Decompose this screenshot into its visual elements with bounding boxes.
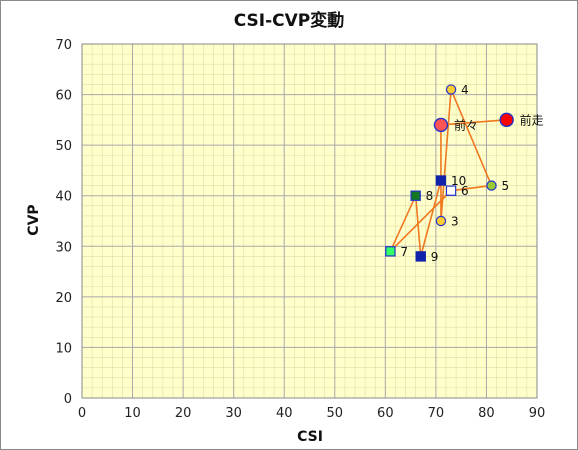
chart-title: CSI-CVP変動: [234, 10, 345, 31]
plot-area: [82, 44, 537, 398]
point-label: 3: [451, 215, 459, 229]
marker-前走: [499, 112, 514, 128]
y-tick-label: 20: [55, 291, 72, 306]
x-tick-label: 60: [377, 406, 394, 421]
x-tick-label: 70: [428, 406, 445, 421]
marker-5: [486, 180, 497, 191]
x-tick-label: 0: [78, 406, 86, 421]
marker-8: [410, 190, 421, 201]
point-label: 10: [451, 174, 466, 188]
marker-4: [445, 84, 457, 95]
point-label: 5: [502, 179, 510, 193]
marker-7: [385, 246, 396, 257]
x-tick-label: 20: [175, 406, 192, 421]
point-label: 8: [426, 189, 434, 203]
y-tick-label: 40: [55, 190, 72, 205]
series-line: [389, 89, 507, 257]
minor-grid: [82, 44, 537, 398]
major-grid: [82, 44, 537, 398]
marker-10: [435, 175, 447, 186]
x-axis-ticks: 0 10 20 30 40 50 60 70 80 90: [78, 406, 545, 421]
y-tick-label: 0: [64, 392, 72, 407]
marker-6: [445, 185, 457, 196]
plot-border: [81, 43, 538, 399]
x-tick-label: 80: [478, 406, 495, 421]
point-label: 前走: [520, 112, 544, 127]
point-labels: 前走 前々 3 4 5 6 7 8 9 10: [400, 83, 543, 264]
y-axis-title: CVP: [26, 204, 42, 235]
x-tick-label: 40: [276, 406, 293, 421]
x-tick-label: 10: [124, 406, 141, 421]
point-label: 9: [431, 250, 439, 264]
point-label: 7: [400, 245, 408, 259]
y-tick-label: 10: [55, 341, 72, 356]
x-tick-label: 50: [327, 406, 344, 421]
point-label: 前々: [454, 117, 478, 132]
data-markers: [385, 84, 514, 262]
y-tick-label: 70: [55, 38, 72, 53]
x-axis-title: CSI: [297, 429, 323, 445]
marker-3: [435, 215, 447, 227]
y-tick-label: 50: [55, 139, 72, 154]
y-axis-ticks: 0 10 20 30 40 50 60 70: [55, 38, 72, 407]
y-tick-label: 30: [55, 240, 72, 255]
point-label: 6: [461, 184, 469, 198]
y-tick-label: 60: [55, 89, 72, 104]
x-tick-label: 90: [529, 406, 546, 421]
marker-前々: [433, 117, 449, 133]
point-label: 4: [461, 83, 469, 97]
x-tick-label: 30: [225, 406, 242, 421]
marker-9: [415, 251, 426, 262]
